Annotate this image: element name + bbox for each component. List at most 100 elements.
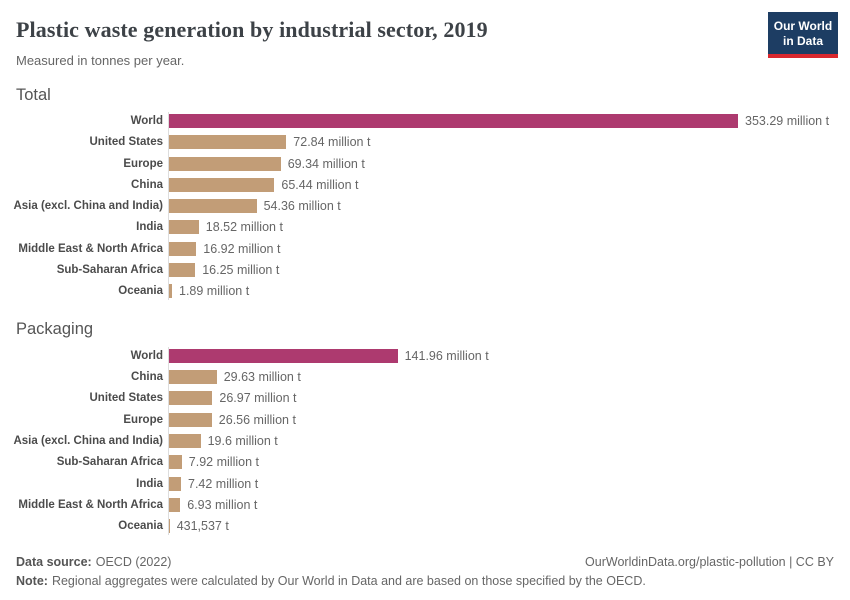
bar-packaging-sub-saharan-africa[interactable] bbox=[169, 455, 182, 470]
bar-area: 18.52 million t bbox=[169, 220, 283, 235]
bar-row-oceania: Oceania 431,537 t bbox=[16, 519, 834, 534]
bar-row-india: India 18.52 million t bbox=[16, 220, 834, 235]
bar-area: 16.25 million t bbox=[169, 263, 280, 278]
entity-label: China bbox=[131, 178, 163, 191]
value-label: 16.25 million t bbox=[202, 263, 280, 278]
bar-area: 7.42 million t bbox=[169, 476, 259, 491]
note-label: Note: bbox=[16, 574, 48, 589]
value-label: 26.56 million t bbox=[218, 412, 296, 427]
bar-total-world[interactable] bbox=[169, 113, 738, 128]
owid-logo-line2: in Data bbox=[782, 34, 823, 48]
entity-label: Oceania bbox=[118, 520, 163, 533]
page-title: Plastic waste generation by industrial s… bbox=[16, 17, 488, 42]
bar-total-united-states[interactable] bbox=[169, 135, 287, 150]
entity-label: World bbox=[130, 114, 163, 127]
bar-group-total: World 353.29 million t United States 72.84 … bbox=[13, 111, 834, 301]
bar-total-oceania[interactable] bbox=[169, 284, 172, 299]
bar-row-sub-saharan-africa: Sub-Saharan Africa 16.25 million t bbox=[16, 263, 834, 278]
bar-total-sub-saharan-africa[interactable] bbox=[169, 263, 196, 278]
value-label: 7.42 million t bbox=[188, 476, 259, 491]
bar-area: 65.44 million t bbox=[169, 177, 359, 192]
bar-area: 6.93 million t bbox=[169, 497, 258, 512]
bar-row-middle-east-north-africa: Middle East & North Africa 16.92 million … bbox=[16, 241, 834, 256]
entity-label: Asia (excl. China and India) bbox=[13, 434, 163, 447]
entity-label: Europe bbox=[123, 157, 163, 170]
bar-row-asia-excl-china-and-india: Asia (excl. China and India) 54.36 millio… bbox=[13, 199, 834, 214]
bar-row-world: World 141.96 million t bbox=[16, 348, 834, 363]
entity-label: Europe bbox=[123, 413, 163, 426]
value-label: 65.44 million t bbox=[281, 177, 359, 192]
entity-label: Sub-Saharan Africa bbox=[56, 456, 163, 469]
bar-total-india[interactable] bbox=[169, 220, 199, 235]
bar-area: 7.92 million t bbox=[169, 455, 259, 470]
bar-row-europe: Europe 69.34 million t bbox=[16, 156, 834, 171]
bar-row-china: China 65.44 million t bbox=[16, 177, 834, 192]
value-label: 431,537 t bbox=[176, 519, 229, 534]
bar-packaging-oceania[interactable] bbox=[169, 519, 170, 534]
bar-area: 16.92 million t bbox=[169, 241, 281, 256]
entity-label: Middle East & North Africa bbox=[18, 498, 163, 511]
bar-area: 26.97 million t bbox=[169, 391, 297, 406]
data-source-value: OECD (2022) bbox=[95, 555, 172, 570]
bar-row-middle-east-north-africa: Middle East & North Africa 6.93 million t bbox=[16, 497, 834, 512]
entity-label: India bbox=[136, 221, 163, 234]
bar-area: 431,537 t bbox=[169, 519, 229, 534]
value-label: 19.6 million t bbox=[207, 433, 278, 448]
bar-total-middle-east-north-africa[interactable] bbox=[169, 241, 197, 256]
bar-packaging-asia-excl-china-and-india[interactable] bbox=[169, 433, 201, 448]
data-source-label: Data source: bbox=[16, 555, 92, 570]
bar-area: 353.29 million t bbox=[169, 113, 830, 128]
y-axis-line bbox=[168, 346, 169, 536]
bar-packaging-india[interactable] bbox=[169, 476, 181, 491]
bar-row-world: World 353.29 million t bbox=[16, 113, 834, 128]
note: Note: Regional aggregates were calculated… bbox=[16, 574, 834, 588]
bar-packaging-china[interactable] bbox=[169, 370, 217, 385]
chart-section-total: Total World 353.29 million t United States 7… bbox=[13, 85, 834, 301]
bar-area: 19.6 million t bbox=[169, 433, 278, 448]
entity-label: Sub-Saharan Africa bbox=[56, 264, 163, 277]
entity-label: World bbox=[130, 349, 163, 362]
entity-label: United States bbox=[89, 136, 164, 149]
entity-label: Asia (excl. China and India) bbox=[13, 200, 163, 213]
value-label: 6.93 million t bbox=[187, 497, 258, 512]
data-source: Data source: OECD (2022) bbox=[16, 555, 171, 569]
bar-total-china[interactable] bbox=[169, 177, 275, 192]
value-label: 7.92 million t bbox=[188, 455, 259, 470]
value-label: 353.29 million t bbox=[745, 113, 830, 128]
entity-label: United States bbox=[89, 392, 164, 405]
bar-total-asia-excl-china-and-india[interactable] bbox=[169, 199, 257, 214]
bar-packaging-middle-east-north-africa[interactable] bbox=[169, 497, 181, 512]
chart-footer: Data source: OECD (2022) OurWorldinData.o… bbox=[16, 555, 834, 588]
bar-packaging-world[interactable] bbox=[169, 348, 398, 363]
section-heading-packaging: Packaging bbox=[16, 320, 94, 339]
note-value: Regional aggregates were calculated by O… bbox=[51, 574, 646, 589]
charts-area: Total World 353.29 million t United States 7… bbox=[13, 85, 834, 536]
bar-row-united-states: United States 72.84 million t bbox=[16, 135, 834, 150]
chart-section-packaging: Packaging World 141.96 million t China 29.63… bbox=[13, 319, 834, 536]
y-axis-line bbox=[168, 111, 169, 301]
bar-packaging-united-states[interactable] bbox=[169, 391, 213, 406]
value-label: 16.92 million t bbox=[203, 241, 281, 256]
bar-area: 1.89 million t bbox=[169, 284, 249, 299]
bar-row-india: India 7.42 million t bbox=[16, 476, 834, 491]
bar-area: 141.96 million t bbox=[169, 348, 489, 363]
section-heading-total: Total bbox=[16, 85, 51, 104]
bar-row-asia-excl-china-and-india: Asia (excl. China and India) 19.6 million… bbox=[13, 433, 834, 448]
value-label: 72.84 million t bbox=[293, 135, 371, 150]
entity-label: Oceania bbox=[118, 285, 163, 298]
bar-row-china: China 29.63 million t bbox=[16, 370, 834, 385]
owid-logo: Our World in Data bbox=[768, 12, 838, 58]
value-label: 29.63 million t bbox=[223, 370, 301, 385]
bar-row-oceania: Oceania 1.89 million t bbox=[16, 284, 834, 299]
owid-credit-link[interactable]: OurWorldinData.org/plastic-pollution | C… bbox=[585, 555, 834, 570]
bar-packaging-europe[interactable] bbox=[169, 412, 212, 427]
value-label: 18.52 million t bbox=[205, 220, 283, 235]
value-label: 54.36 million t bbox=[263, 199, 341, 214]
value-label: 141.96 million t bbox=[404, 348, 489, 363]
bar-area: 69.34 million t bbox=[169, 156, 365, 171]
bar-row-sub-saharan-africa: Sub-Saharan Africa 7.92 million t bbox=[16, 455, 834, 470]
bar-total-europe[interactable] bbox=[169, 156, 281, 171]
bar-row-europe: Europe 26.56 million t bbox=[16, 412, 834, 427]
bar-area: 29.63 million t bbox=[169, 370, 301, 385]
